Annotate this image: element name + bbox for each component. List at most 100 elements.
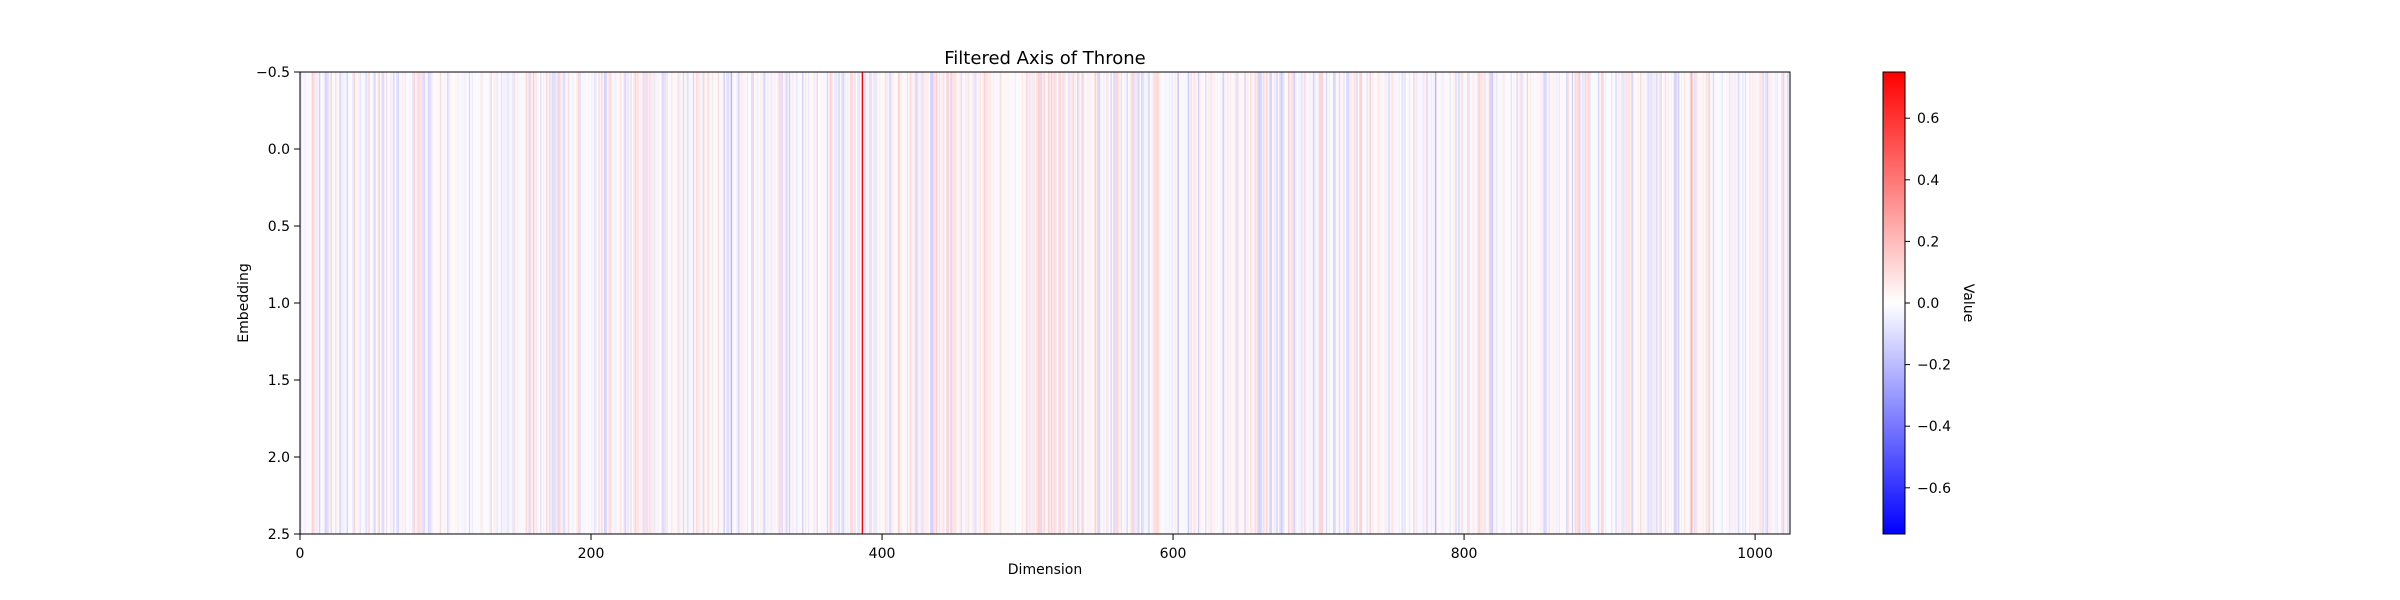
- heatmap-column: [1672, 72, 1674, 534]
- heatmap-column: [934, 72, 936, 534]
- heatmap-column: [1561, 72, 1564, 534]
- heatmap-column: [1704, 72, 1706, 534]
- heatmap-column: [425, 72, 427, 534]
- heatmap-column: [1085, 72, 1088, 534]
- heatmap-column: [607, 72, 609, 534]
- heatmap-column: [503, 72, 506, 534]
- heatmap-column: [790, 72, 792, 534]
- heatmap-column: [1248, 72, 1251, 534]
- heatmap-column: [1605, 72, 1607, 534]
- heatmap-column: [1421, 72, 1424, 534]
- heatmap-column: [410, 72, 413, 534]
- heatmap-column: [474, 72, 477, 534]
- heatmap-column: [1584, 72, 1587, 534]
- heatmap-column: [855, 72, 858, 534]
- heatmap-column: [1375, 72, 1377, 534]
- heatmap-column: [417, 72, 420, 534]
- heatmap-column: [1152, 72, 1155, 534]
- heatmap-column: [637, 72, 640, 534]
- heatmap-column: [1350, 72, 1353, 534]
- heatmap-column: [1107, 72, 1110, 534]
- heatmap-column: [652, 72, 654, 534]
- heatmap-column: [1151, 72, 1153, 534]
- heatmap-column: [577, 72, 580, 534]
- heatmap-column: [548, 72, 551, 534]
- heatmap-column: [1413, 72, 1415, 534]
- heatmap-column: [1017, 72, 1019, 534]
- heatmap-column: [305, 72, 308, 534]
- heatmap-column: [464, 72, 466, 534]
- heatmap-column: [797, 72, 800, 534]
- heatmap-column: [675, 72, 677, 534]
- heatmap-column: [1625, 72, 1628, 534]
- heatmap-column: [630, 72, 632, 534]
- heatmap-column: [1705, 72, 1708, 534]
- heatmap-column: [1676, 72, 1678, 534]
- heatmap-column: [1402, 72, 1405, 534]
- heatmap-column: [1253, 72, 1255, 534]
- heatmap-column: [340, 72, 343, 534]
- heatmap-column: [1439, 72, 1441, 534]
- heatmap-column: [460, 72, 462, 534]
- heatmap-column: [1100, 72, 1102, 534]
- heatmap-column: [1362, 72, 1364, 534]
- heatmap-column: [695, 72, 698, 534]
- heatmap-column: [842, 72, 845, 534]
- heatmap-column: [1255, 72, 1258, 534]
- heatmap-column: [707, 72, 709, 534]
- heatmap-column: [506, 72, 509, 534]
- heatmap-column: [372, 72, 375, 534]
- heatmap-column: [1011, 72, 1014, 534]
- heatmap-column: [844, 72, 846, 534]
- heatmap-column: [1238, 72, 1241, 534]
- heatmap-column: [1725, 72, 1728, 534]
- heatmap-column: [657, 72, 660, 534]
- heatmap-column: [1196, 72, 1198, 534]
- heatmap-column: [1296, 72, 1299, 534]
- heatmap-column: [656, 72, 658, 534]
- heatmap-column: [1004, 72, 1006, 534]
- heatmap-column: [1286, 72, 1289, 534]
- heatmap-column: [1724, 72, 1727, 534]
- heatmap-column: [1130, 72, 1133, 534]
- heatmap-column: [986, 72, 989, 534]
- heatmap-column: [1682, 72, 1684, 534]
- heatmap-column: [1530, 72, 1533, 534]
- heatmap-column: [398, 72, 401, 534]
- heatmap-column: [1109, 72, 1111, 534]
- heatmap-column: [497, 72, 500, 534]
- heatmap-column: [1522, 72, 1524, 534]
- colorbar-tick-label: 0.6: [1917, 111, 1939, 127]
- heatmap-column: [1757, 72, 1760, 534]
- heatmap-column: [1183, 72, 1185, 534]
- heatmap-column: [1475, 72, 1478, 534]
- heatmap-column: [1528, 72, 1530, 534]
- heatmap-column: [1370, 72, 1373, 534]
- heatmap-column: [1440, 72, 1443, 534]
- heatmap-column: [1660, 72, 1662, 534]
- heatmap-column: [1663, 72, 1665, 534]
- heatmap-column: [701, 72, 704, 534]
- heatmap-column: [413, 72, 415, 534]
- heatmap-column: [449, 72, 452, 534]
- heatmap-column: [1392, 72, 1395, 534]
- heatmap-column: [349, 72, 351, 534]
- heatmap-column: [387, 72, 389, 534]
- heatmap-column: [947, 72, 950, 534]
- heatmap-column: [1120, 72, 1123, 534]
- heatmap-column: [1426, 72, 1428, 534]
- heatmap-column: [1414, 72, 1417, 534]
- heatmap-column: [612, 72, 615, 534]
- heatmap-column: [845, 72, 848, 534]
- heatmap-column: [1602, 72, 1604, 534]
- heatmap-column: [1733, 72, 1735, 534]
- heatmap-column: [337, 72, 340, 534]
- heatmap-column: [1314, 72, 1316, 534]
- heatmap-column: [1349, 72, 1351, 534]
- heatmap-column: [884, 72, 887, 534]
- heatmap-column: [1311, 72, 1313, 534]
- heatmap-column: [800, 72, 803, 534]
- heatmap-column: [342, 72, 344, 534]
- heatmap-column: [1721, 72, 1724, 534]
- heatmap-column: [559, 72, 561, 534]
